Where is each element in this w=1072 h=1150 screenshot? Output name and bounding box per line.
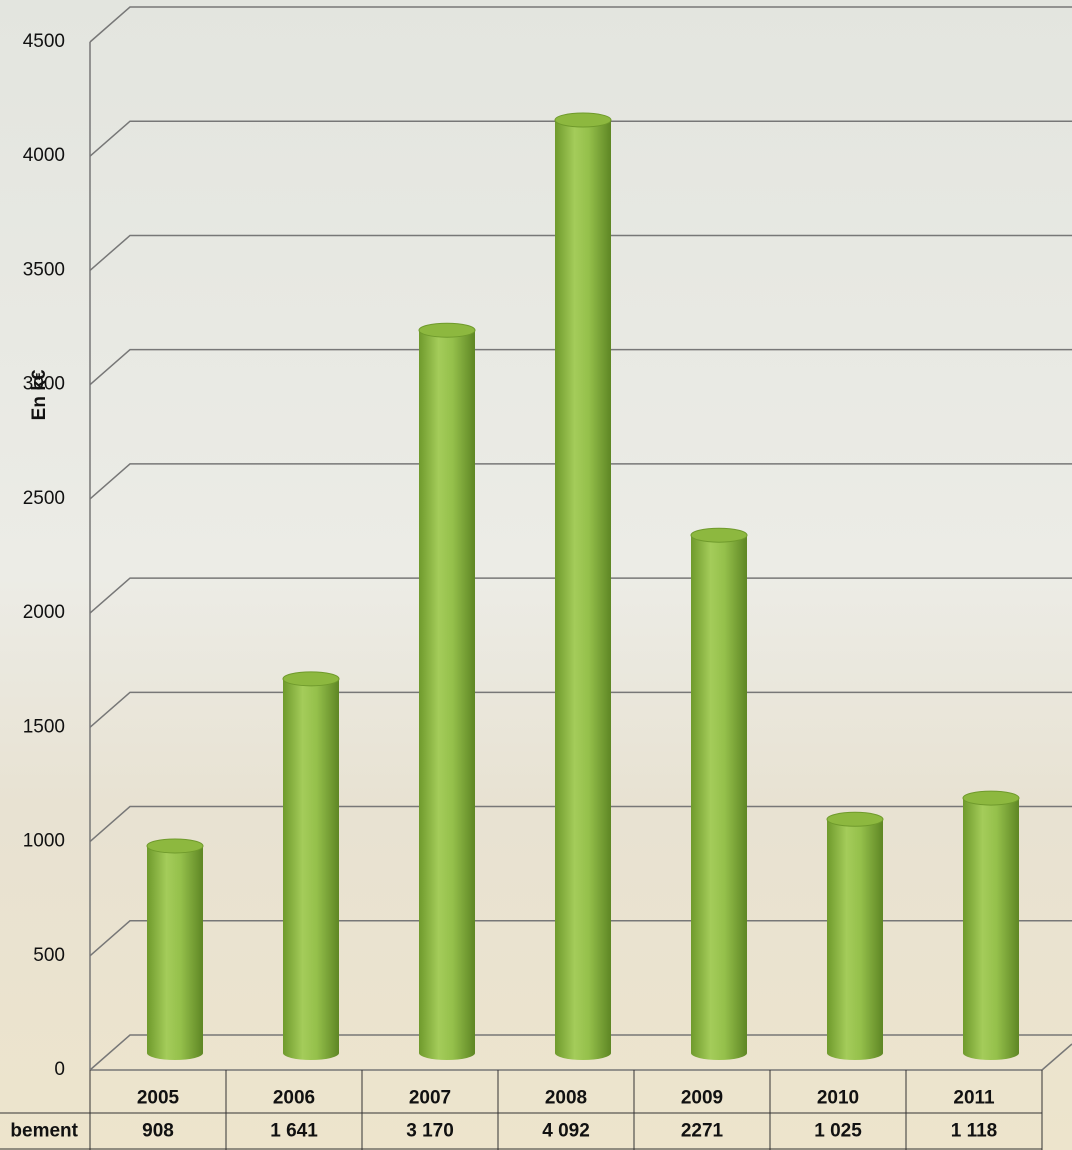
- bar-part: [147, 839, 203, 853]
- y-tick-label: 4500: [23, 31, 65, 52]
- y-tick-label: 500: [33, 945, 65, 966]
- x-tick-label: 2008: [545, 1088, 587, 1109]
- bar-part: [827, 812, 883, 826]
- bar: [147, 839, 203, 1060]
- data-label: 1 641: [270, 1121, 318, 1142]
- bar-part: [827, 819, 883, 1060]
- bar: [419, 323, 475, 1060]
- data-label: 3 170: [406, 1121, 454, 1142]
- x-tick-label: 2005: [137, 1088, 180, 1109]
- x-tick-label: 2009: [681, 1088, 723, 1109]
- data-label: 1 025: [814, 1121, 862, 1142]
- bar: [691, 528, 747, 1060]
- bar: [283, 672, 339, 1060]
- data-label: 4 092: [542, 1121, 590, 1142]
- bar-part: [419, 323, 475, 337]
- bar-part: [555, 120, 611, 1060]
- y-tick-label: 2000: [23, 602, 65, 623]
- data-label: 908: [142, 1121, 174, 1142]
- bar: [827, 812, 883, 1060]
- x-tick-label: 2007: [409, 1088, 451, 1109]
- y-tick-label: 3000: [23, 374, 65, 395]
- x-tick-label: 2010: [817, 1088, 859, 1109]
- x-tick-label: 2006: [273, 1088, 315, 1109]
- data-label: 1 118: [951, 1121, 998, 1142]
- y-tick-label: 1500: [23, 716, 65, 737]
- bar-part: [555, 113, 611, 127]
- bar-part: [283, 672, 339, 686]
- y-tick-label: 0: [54, 1059, 65, 1080]
- bar-part: [283, 679, 339, 1060]
- bar: [555, 113, 611, 1060]
- y-tick-label: 1000: [23, 831, 65, 852]
- x-tick-label: 2011: [953, 1088, 995, 1109]
- bar-part: [963, 798, 1019, 1060]
- y-tick-label: 3500: [23, 259, 65, 280]
- bar-part: [691, 528, 747, 542]
- bar-part: [419, 330, 475, 1060]
- chart: En k€ 0500100015002000250030003500400045…: [0, 0, 1072, 1150]
- bar-part: [691, 535, 747, 1060]
- bar: [963, 791, 1019, 1060]
- data-label: 2271: [681, 1121, 724, 1142]
- y-tick-label: 2500: [23, 488, 65, 509]
- bar-part: [963, 791, 1019, 805]
- bar-part: [147, 846, 203, 1060]
- legend-label: bement: [10, 1121, 78, 1142]
- y-tick-label: 4000: [23, 145, 65, 166]
